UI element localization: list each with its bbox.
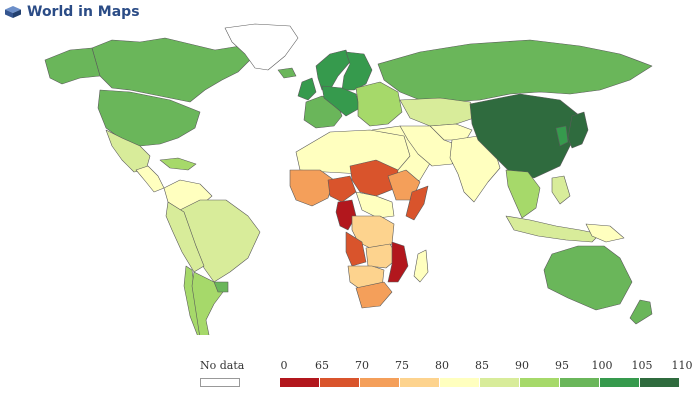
legend-swatch	[640, 378, 679, 387]
legend-swatch	[320, 378, 359, 387]
globe-cube-icon	[5, 6, 21, 18]
legend-tick-label: 85	[475, 359, 489, 372]
map-region-sweden-finland: Sweden/Finland	[341, 51, 373, 91]
legend-tick-label: 0	[280, 359, 288, 372]
legend-swatch	[600, 378, 639, 387]
legend-tick-label: 105	[631, 359, 653, 372]
legend-swatch	[360, 378, 399, 387]
map-region-norway: Norway	[315, 49, 351, 91]
map-region-indonesia: Indonesia	[505, 215, 601, 243]
world-map: CanadaAlaskaGreenlandUnited StatesMexico…	[44, 23, 653, 335]
map-region-uruguay: Uruguay	[213, 281, 229, 293]
map-region-somalia: Somalia	[405, 185, 429, 221]
legend-swatch	[400, 378, 439, 387]
map-region-nigeria: Nigeria	[327, 175, 357, 203]
legend-swatch	[440, 378, 479, 387]
legend-swatch	[520, 378, 559, 387]
map-region-central-europe: Central Europe	[321, 85, 361, 117]
legend-tick-label: 65	[315, 359, 329, 372]
legend-tick-label: 95	[555, 359, 569, 372]
map-region-uk-ireland: UK/Ireland	[297, 77, 317, 101]
map-region-korea: Korea	[555, 125, 569, 147]
map-region-papua-new-guinea: Papua New Guinea	[585, 223, 625, 243]
brand-title: World in Maps	[27, 4, 140, 20]
map-region-russia: Russia	[377, 39, 653, 103]
map-legend: No data 0 65 70 75 80 85 90 95 100 105 110	[0, 355, 700, 400]
map-region-iceland: Iceland	[277, 67, 297, 79]
legend-tick-label: 80	[435, 359, 449, 372]
legend-tick-label: 100	[591, 359, 613, 372]
legend-tick-label: 90	[515, 359, 529, 372]
map-region-china-mongolia: China/Mongolia	[469, 93, 581, 179]
map-region-mozambique: Mozambique	[387, 241, 409, 283]
map-region-central-africa: Central Africa	[355, 191, 395, 219]
map-region-eastern-europe: Eastern Europe	[355, 81, 403, 127]
legend-no-data-swatch	[200, 378, 240, 387]
legend-swatch	[560, 378, 599, 387]
map-region-central-america: Central America	[135, 165, 165, 193]
legend-tick-label: 75	[395, 359, 409, 372]
map-region-angola: Angola	[345, 231, 367, 267]
brand-logo: World in Maps	[4, 3, 140, 21]
map-region-greenland: Greenland	[224, 23, 299, 71]
map-region-south-africa: South Africa	[355, 281, 393, 309]
map-region-japan: Japan	[567, 111, 589, 149]
map-region-philippines: Philippines	[551, 175, 571, 205]
legend-tick-label: 70	[355, 359, 369, 372]
map-region-alaska: Alaska	[44, 47, 101, 85]
map-region-west-africa: West Africa	[289, 169, 335, 207]
map-region-caribbean: Caribbean	[159, 157, 197, 171]
map-region-new-zealand: New Zealand	[629, 299, 653, 325]
legend-swatch	[280, 378, 319, 387]
legend-no-data-label: No data	[200, 359, 245, 372]
map-region-iran-afghanistan: Iran/Afghanistan	[399, 125, 461, 167]
map-region-cameroon-gabon: Cameroon/Gabon	[335, 199, 357, 231]
map-region-australia: Australia	[543, 245, 633, 311]
map-region-kazakhstan: Kazakhstan	[399, 97, 481, 127]
map-region-madagascar: Madagascar	[413, 249, 429, 283]
map-region-chad-sudan: Chad/Sudan	[349, 159, 399, 197]
legend-tick-label: 110	[671, 359, 693, 372]
map-region-canada: Canada	[91, 37, 251, 103]
map-region-united-states: United States	[97, 89, 201, 147]
map-region-southeast-asia: Southeast Asia	[505, 169, 541, 219]
legend-swatch	[480, 378, 519, 387]
